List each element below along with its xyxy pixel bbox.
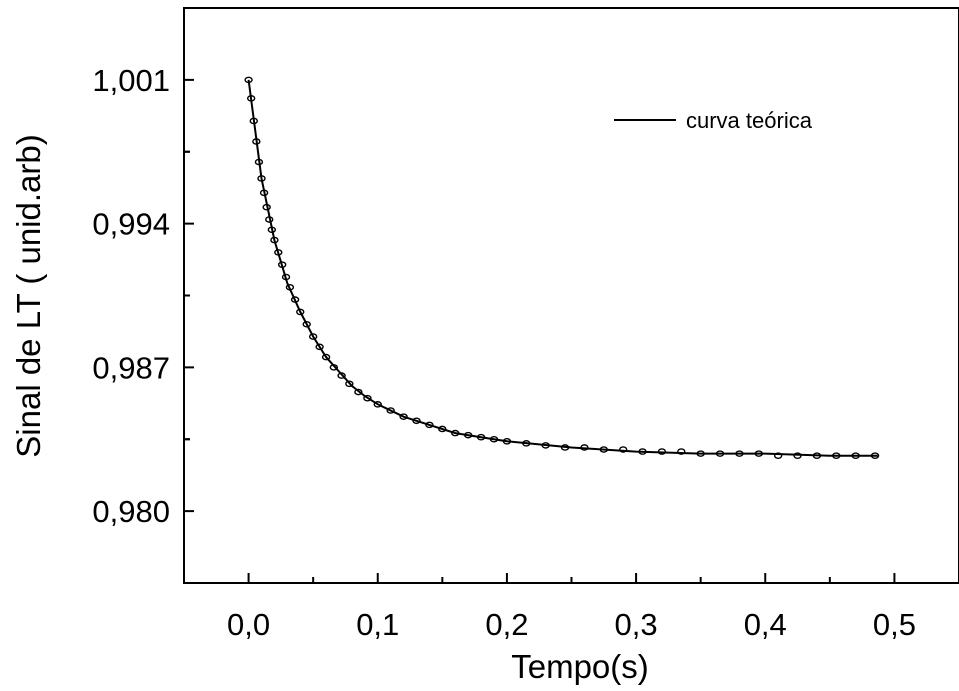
data-point <box>399 413 408 420</box>
data-point <box>259 189 269 197</box>
x-tick-label: 0,0 <box>227 607 270 642</box>
y-tick-label: 0,987 <box>92 350 170 385</box>
legend: curva teórica <box>614 108 813 133</box>
data-point <box>870 452 880 459</box>
data-point <box>321 353 331 361</box>
data-point <box>599 446 608 453</box>
data-point <box>476 433 486 441</box>
data-point <box>257 175 266 182</box>
plot-frame <box>183 7 959 584</box>
y-axis: 0,980 0,987 0,994 1,001 <box>92 63 194 529</box>
data-point <box>580 444 589 451</box>
plot-frame-group <box>183 7 959 584</box>
data-point <box>290 296 300 303</box>
data-point <box>262 203 271 211</box>
x-tick-label: 0,2 <box>485 607 528 642</box>
data-point <box>451 429 460 437</box>
data-point <box>463 431 473 439</box>
x-tick-label: 0,5 <box>873 607 916 642</box>
y-tick-label: 0,980 <box>92 494 170 529</box>
legend-label: curva teórica <box>686 108 813 133</box>
data-point <box>618 446 628 453</box>
data-point <box>315 343 324 351</box>
data-point <box>267 226 277 234</box>
x-tick-label: 0,1 <box>356 607 399 642</box>
data-point <box>425 421 434 429</box>
data-point <box>715 450 725 457</box>
data-point <box>308 333 318 340</box>
data-point <box>696 450 705 457</box>
x-tick-label: 0,3 <box>615 607 658 642</box>
data-point <box>244 76 253 84</box>
data-point <box>296 308 305 316</box>
data-point <box>677 448 686 455</box>
fit-curve-line <box>247 79 878 457</box>
data-point <box>438 425 447 433</box>
data-point <box>489 435 499 443</box>
data-point <box>657 448 667 455</box>
data-point <box>277 261 287 268</box>
x-axis-title: Tempo(s) <box>511 648 649 685</box>
y-tick-label: 1,001 <box>92 63 170 98</box>
data-point <box>560 444 570 451</box>
data-point <box>754 450 763 457</box>
data-point <box>735 450 744 457</box>
data-point <box>252 138 261 145</box>
data-point <box>541 442 550 449</box>
data-point <box>502 438 512 445</box>
fit-curve-layer <box>247 79 878 457</box>
data-point <box>773 452 783 459</box>
data-point <box>265 216 274 223</box>
data-points-layer <box>244 76 880 459</box>
data-point <box>302 320 311 328</box>
data-point <box>285 283 295 291</box>
data-point <box>793 452 802 459</box>
y-axis-title: Sinal de LT ( unid.arb) <box>10 134 47 457</box>
data-point <box>329 364 339 371</box>
data-point <box>638 448 647 455</box>
data-point <box>281 273 291 281</box>
data-point <box>812 452 822 459</box>
data-point <box>373 401 382 408</box>
x-axis: 0,0 0,1 0,2 0,3 0,4 0,5 <box>227 573 916 642</box>
data-point <box>345 380 354 388</box>
data-point <box>270 236 279 244</box>
data-point <box>412 417 421 425</box>
data-point <box>354 388 363 396</box>
data-point <box>851 452 860 459</box>
y-tick-label: 0,994 <box>92 207 170 242</box>
data-point <box>832 452 841 459</box>
data-point <box>249 117 258 125</box>
data-point <box>246 95 256 102</box>
data-point <box>274 249 283 256</box>
data-point <box>254 158 264 166</box>
data-point <box>386 407 395 414</box>
x-tick-label: 0,4 <box>744 607 787 642</box>
data-point <box>363 394 372 402</box>
data-point <box>337 372 346 379</box>
data-point <box>522 440 531 447</box>
